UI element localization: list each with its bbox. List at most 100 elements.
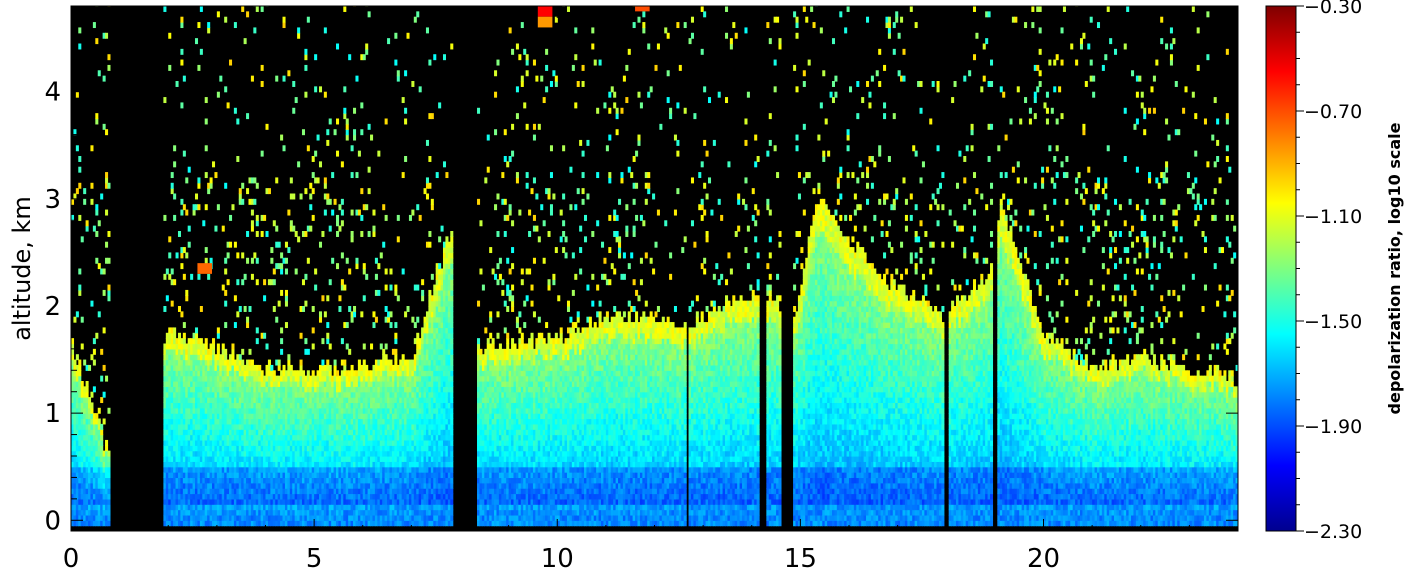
heatmap-cell — [75, 456, 79, 462]
heatmap-cell — [243, 381, 247, 387]
heatmap-cell — [272, 482, 276, 489]
heatmap-cell — [435, 172, 439, 179]
heatmap-cell — [163, 214, 167, 221]
heatmap-cell — [243, 418, 247, 425]
heatmap-cell — [177, 381, 182, 387]
heatmap-cell — [280, 504, 284, 511]
heatmap-cell — [180, 102, 184, 109]
heatmap-cell — [214, 450, 218, 457]
heatmap-cell — [224, 504, 228, 511]
heatmap-cell — [175, 482, 179, 489]
heatmap-cell — [243, 482, 247, 489]
heatmap-cell — [418, 86, 422, 93]
heatmap-cell — [255, 364, 259, 371]
heatmap-cell — [207, 456, 211, 462]
heatmap-cell — [194, 375, 199, 382]
heatmap-cell — [265, 520, 269, 527]
heatmap-cell — [272, 306, 276, 312]
heatmap-cell — [423, 188, 427, 195]
heatmap-cell — [280, 472, 284, 479]
heatmap-cell — [71, 381, 75, 387]
heatmap-cell — [83, 429, 87, 436]
heatmap-cell — [102, 289, 106, 296]
heatmap-cell — [250, 509, 254, 516]
heatmap-cell — [238, 520, 242, 527]
heatmap-cell — [311, 343, 315, 350]
heatmap-cell — [97, 504, 101, 511]
heatmap-cell — [105, 472, 109, 479]
heatmap-cell — [197, 520, 201, 527]
heatmap-cell — [85, 439, 89, 446]
heatmap-cell — [243, 397, 247, 404]
heatmap-cell — [202, 456, 206, 462]
heatmap-cell — [80, 413, 84, 420]
heatmap-cell — [401, 268, 405, 275]
heatmap-cell — [165, 348, 169, 355]
heatmap-cell — [177, 493, 182, 500]
heatmap-cell — [78, 43, 82, 50]
heatmap-cell — [216, 375, 220, 382]
heatmap-cell — [192, 343, 196, 350]
heatmap-cell — [187, 381, 191, 387]
heatmap-cell — [250, 520, 254, 527]
heatmap-cell — [73, 386, 77, 393]
heatmap-cell — [92, 445, 96, 452]
heatmap-cell — [165, 456, 169, 462]
heatmap-cell — [360, 231, 364, 237]
heatmap-cell — [280, 466, 284, 473]
heatmap-cell — [255, 397, 259, 404]
heatmap-cell — [75, 504, 79, 511]
heatmap-cell — [265, 188, 269, 195]
heatmap-cell — [199, 472, 203, 479]
heatmap-cell — [287, 456, 291, 462]
heatmap-cell — [207, 450, 211, 457]
heatmap-cell — [250, 418, 254, 425]
heatmap-cell — [450, 268, 454, 275]
heatmap-cell — [389, 359, 393, 366]
heatmap-cell — [204, 461, 208, 468]
heatmap-cell — [221, 354, 225, 361]
heatmap-cell — [100, 445, 104, 452]
heatmap-cell — [107, 231, 111, 237]
heatmap-cell — [197, 407, 201, 414]
heatmap-cell — [173, 397, 177, 404]
heatmap-cell — [180, 498, 184, 505]
heatmap-cell — [258, 509, 262, 516]
heatmap-cell — [216, 418, 220, 425]
heatmap-cell — [372, 225, 376, 232]
heatmap-cell — [204, 338, 208, 345]
heatmap-cell — [83, 423, 87, 430]
heatmap-cell — [231, 488, 235, 495]
heatmap-cell — [336, 214, 340, 221]
heatmap-cell — [231, 381, 235, 387]
heatmap-cell — [231, 450, 235, 457]
heatmap-cell — [182, 461, 186, 468]
heatmap-cell — [185, 488, 189, 495]
heatmap-cell — [92, 482, 96, 489]
heatmap-cell — [197, 273, 201, 280]
heatmap-cell — [272, 381, 276, 387]
heatmap-cell — [231, 413, 235, 420]
heatmap-cell — [367, 123, 371, 130]
heatmap-cell — [246, 498, 250, 505]
heatmap-cell — [165, 381, 169, 387]
heatmap-cell — [421, 295, 425, 302]
heatmap-cell — [180, 397, 184, 404]
heatmap-cell — [170, 381, 174, 387]
heatmap-cell — [270, 391, 274, 398]
heatmap-cell — [331, 257, 335, 264]
heatmap-cell — [173, 423, 177, 430]
heatmap-cell — [80, 386, 84, 393]
heatmap-cell — [287, 439, 291, 446]
heatmap-cell — [219, 439, 223, 446]
heatmap-cell — [85, 498, 89, 505]
heatmap-cell — [219, 504, 223, 511]
heatmap-cell — [80, 514, 84, 521]
heatmap-cell — [479, 348, 483, 355]
heatmap-cell — [187, 241, 191, 248]
heatmap-cell — [277, 402, 281, 409]
heatmap-cell — [265, 381, 269, 387]
heatmap-cell — [219, 461, 223, 468]
heatmap-cell — [216, 407, 220, 414]
heatmap-cell — [226, 439, 230, 446]
